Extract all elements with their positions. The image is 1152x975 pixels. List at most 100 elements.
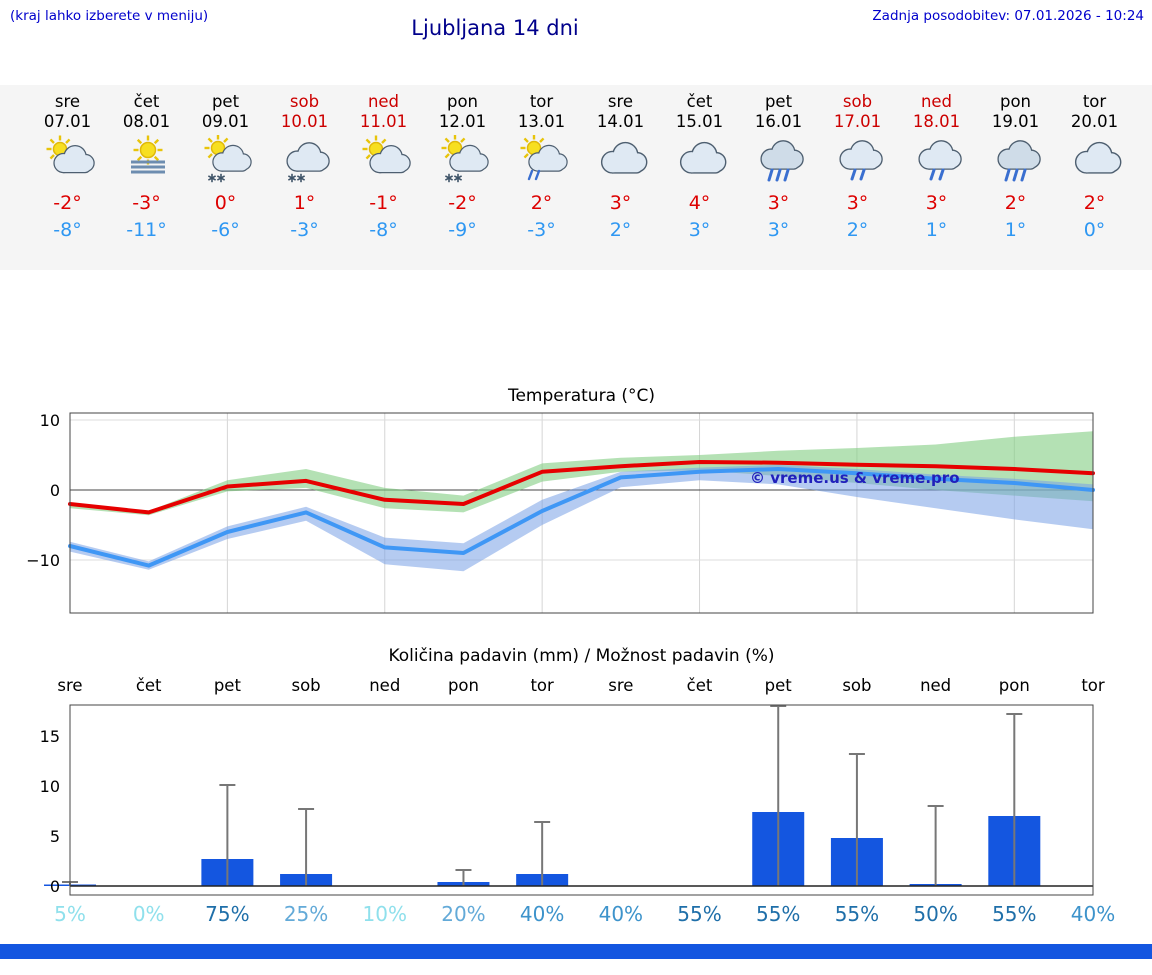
- cloud-rain-icon: [818, 135, 897, 187]
- forecast-day[interactable]: sre 14.01 3° 2°: [581, 92, 660, 270]
- cloud-rain-icon: [897, 135, 976, 187]
- precip-day-label: tor: [530, 676, 554, 695]
- day-name: ned: [367, 92, 400, 111]
- temp-max: -2°: [448, 192, 477, 214]
- precip-day-label: čet: [135, 676, 162, 695]
- precip-day-label: ned: [369, 676, 401, 695]
- precip-probability: 40%: [598, 902, 644, 926]
- precipitation-chart: 0 5 10 15: [40, 704, 1094, 896]
- precip-day-label: pon: [998, 676, 1030, 695]
- day-name: pet: [211, 92, 240, 111]
- temp-max: 3°: [846, 192, 869, 214]
- day-date: 18.01: [912, 112, 961, 131]
- svg-text:0: 0: [50, 481, 60, 500]
- day-date: 15.01: [675, 112, 724, 131]
- precip-day-label: sre: [608, 676, 634, 695]
- temp-max: 1°: [293, 192, 316, 214]
- temp-max: 3°: [609, 192, 632, 214]
- menu-hint[interactable]: (kraj lahko izberete v meniju): [10, 8, 209, 24]
- svg-text:15: 15: [40, 727, 60, 746]
- precip-probability: 40%: [1070, 902, 1116, 926]
- day-date: 17.01: [833, 112, 882, 131]
- forecast-day[interactable]: sob 17.01 3° 2°: [818, 92, 897, 270]
- day-name: ned: [920, 92, 953, 111]
- footer-bar: [0, 944, 1152, 959]
- precip-probability: 5%: [54, 902, 86, 926]
- sun-cloud-rain-icon: [502, 134, 581, 187]
- temperature-chart-title: Temperatura (°C): [507, 386, 656, 406]
- day-name: pon: [999, 92, 1032, 111]
- temp-max: 2°: [1083, 192, 1106, 214]
- svg-text:10: 10: [40, 411, 60, 430]
- temp-min: -6°: [211, 219, 240, 241]
- day-name: pet: [764, 92, 793, 111]
- precip-probabilities-row: 5% 0% 75% 25% 10% 20% 40% 40% 55% 55% 55% 50% 55% 40%: [0, 902, 1152, 928]
- day-date: 14.01: [596, 112, 645, 131]
- forecast-strip: sre 07.01 -2° -8° čet 08.01 -3° -11° pet 09.01 0° -…: [0, 85, 1152, 270]
- precip-probability: 55%: [755, 902, 801, 926]
- cloud-icon: [660, 135, 739, 187]
- precip-probability: 10%: [362, 902, 407, 926]
- day-name: pon: [446, 92, 479, 111]
- forecast-day[interactable]: čet 15.01 4° 3°: [660, 92, 739, 270]
- day-date: 10.01: [280, 112, 329, 131]
- forecast-day[interactable]: sob 10.01 1° -3°: [265, 92, 344, 270]
- forecast-day[interactable]: pon 12.01 -2° -9°: [423, 92, 502, 270]
- cloud-icon: [581, 135, 660, 187]
- temperature-chart: 10 0 −10 © vreme.us & vreme.pro: [26, 411, 1095, 614]
- day-date: 16.01: [754, 112, 803, 131]
- precip-day-labels-row: sre čet pet sob ned pon tor sre čet pet sob ned pon t…: [0, 676, 1152, 696]
- temp-max: 3°: [925, 192, 948, 214]
- precip-probability: 20%: [441, 902, 486, 926]
- temp-min: 3°: [688, 219, 711, 241]
- day-date: 11.01: [359, 112, 408, 131]
- day-name: sre: [607, 92, 634, 111]
- temp-max: -1°: [369, 192, 398, 214]
- precip-probability: 75%: [205, 902, 250, 926]
- precip-probability: 55%: [992, 902, 1037, 926]
- forecast-day[interactable]: ned 18.01 3° 1°: [897, 92, 976, 270]
- day-name: čet: [133, 92, 160, 111]
- sun-fog-icon: [107, 135, 186, 187]
- forecast-day[interactable]: pet 16.01 3° 3°: [739, 92, 818, 270]
- sun-cloud-snow-icon: [423, 134, 502, 187]
- day-name: sob: [842, 92, 873, 111]
- page-title: Ljubljana 14 dni: [411, 16, 579, 40]
- temp-min: -9°: [448, 219, 477, 241]
- precip-day-label: pet: [213, 676, 241, 695]
- precip-day-label: pet: [764, 676, 792, 695]
- last-updated: Zadnja posodobitev: 07.01.2026 - 10:24: [872, 8, 1144, 24]
- temp-max: 4°: [688, 192, 711, 214]
- temp-min: 0°: [1083, 219, 1106, 241]
- precip-day-label: tor: [1081, 676, 1105, 695]
- forecast-day[interactable]: pet 09.01 0° -6°: [186, 92, 265, 270]
- precip-day-label: čet: [686, 676, 713, 695]
- forecast-day[interactable]: sre 07.01 -2° -8°: [28, 92, 107, 270]
- forecast-day[interactable]: tor 20.01 2° 0°: [1055, 92, 1134, 270]
- day-name: čet: [686, 92, 713, 111]
- forecast-day[interactable]: tor 13.01 2° -3°: [502, 92, 581, 270]
- precip-probability: 0%: [132, 902, 165, 926]
- day-date: 20.01: [1070, 112, 1119, 131]
- precip-probability: 40%: [519, 902, 565, 926]
- temp-min: 3°: [767, 219, 790, 241]
- temp-min: 2°: [609, 219, 632, 241]
- day-date: 19.01: [991, 112, 1040, 131]
- precip-day-label: pon: [447, 676, 479, 695]
- day-date: 12.01: [438, 112, 487, 131]
- temp-max: 2°: [530, 192, 553, 214]
- temp-min: -8°: [53, 219, 82, 241]
- temp-min: -3°: [527, 219, 556, 241]
- forecast-day[interactable]: pon 19.01 2° 1°: [976, 92, 1055, 270]
- precip-probability: 55%: [834, 902, 880, 926]
- forecast-day[interactable]: čet 08.01 -3° -11°: [107, 92, 186, 270]
- temp-min: -11°: [126, 219, 167, 241]
- precip-day-label: sob: [842, 676, 872, 695]
- forecast-day[interactable]: ned 11.01 -1° -8°: [344, 92, 423, 270]
- temp-min: 2°: [846, 219, 869, 241]
- svg-text:© vreme.us & vreme.pro: © vreme.us & vreme.pro: [750, 469, 960, 487]
- temp-max: 2°: [1004, 192, 1027, 214]
- cloud-snow-icon: [265, 135, 344, 187]
- day-date: 08.01: [122, 112, 171, 131]
